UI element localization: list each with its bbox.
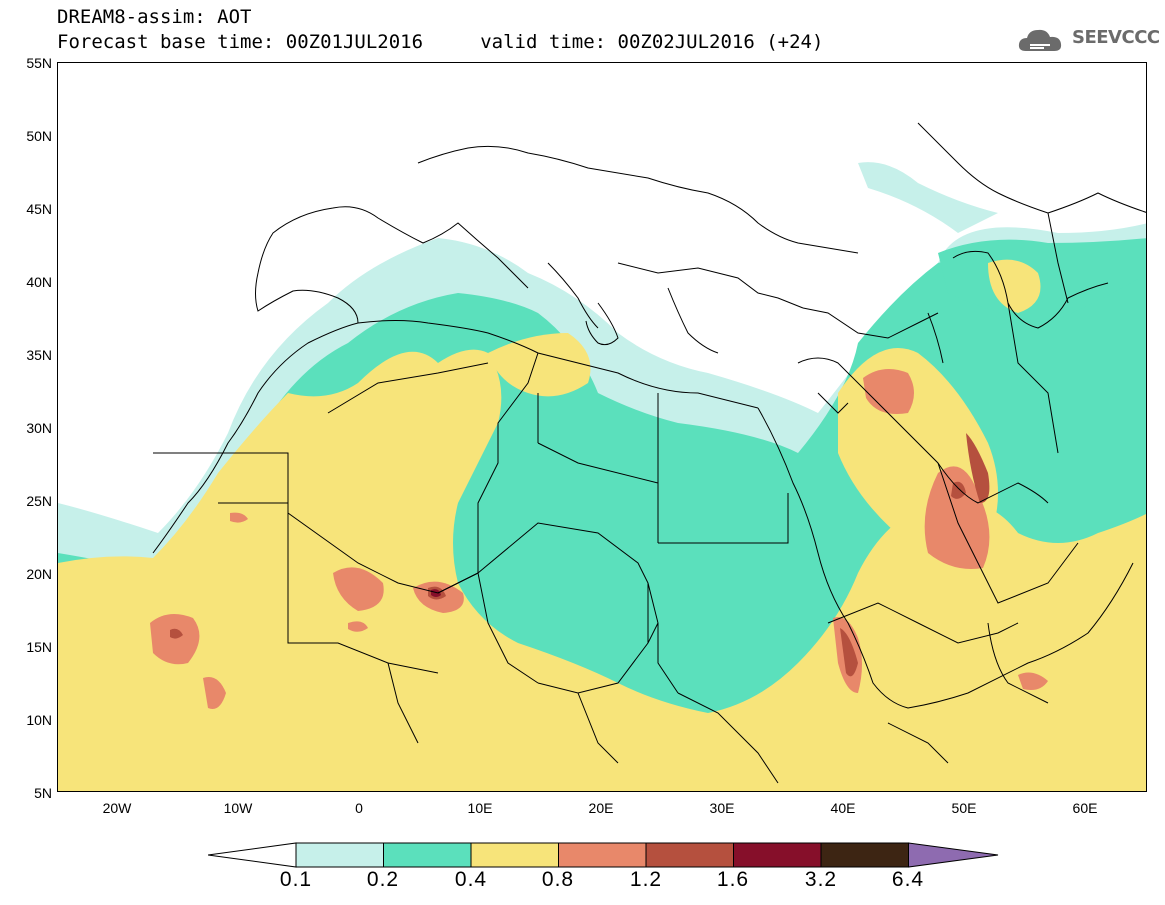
lon-tick-label: 20W bbox=[102, 800, 132, 816]
colorbar-swatch bbox=[820, 842, 909, 868]
colorbar-tick-label: 0.4 bbox=[454, 868, 488, 891]
cloud-icon bbox=[1018, 29, 1062, 51]
lat-tick-label: 10N bbox=[26, 712, 52, 728]
lat-tick-label: 45N bbox=[26, 201, 52, 217]
lat-tick-label: 30N bbox=[26, 420, 52, 436]
lat-tick-label: 5N bbox=[34, 785, 52, 801]
lat-tick-label: 15N bbox=[26, 639, 52, 655]
colorbar-swatch bbox=[383, 842, 472, 868]
colorbar-tick-label: 0.2 bbox=[366, 868, 400, 891]
colorbar-swatch bbox=[470, 842, 559, 868]
aot-contour-1.6 bbox=[431, 589, 441, 597]
lon-tick-label: 10E bbox=[467, 800, 493, 816]
lon-tick-label: 0 bbox=[355, 800, 363, 816]
lat-tick-label: 40N bbox=[26, 274, 52, 290]
colorbar-tick-label: 1.2 bbox=[629, 868, 663, 891]
colorbar bbox=[208, 842, 999, 868]
colorbar-swatch bbox=[645, 842, 734, 868]
colorbar-tick-label: 1.6 bbox=[716, 868, 750, 891]
colorbar-swatch bbox=[733, 842, 822, 868]
forecast-time-line: Forecast base time: 00Z01JUL2016 valid t… bbox=[57, 31, 824, 53]
colorbar-tick-label: 0.1 bbox=[279, 868, 313, 891]
lat-tick-label: 50N bbox=[26, 128, 52, 144]
lat-tick-label: 25N bbox=[26, 493, 52, 509]
colorbar-swatch bbox=[295, 842, 384, 868]
colorbar-tick-label: 0.8 bbox=[541, 868, 575, 891]
colorbar-swatch bbox=[558, 842, 647, 868]
colorbar-tick-label: 3.2 bbox=[804, 868, 838, 891]
colorbar-over-arrow bbox=[908, 842, 999, 868]
chart-title: DREAM8-assim: AOT bbox=[57, 6, 252, 28]
colorbar-tick-label: 6.4 bbox=[891, 868, 925, 891]
colorbar-under-arrow bbox=[208, 842, 297, 868]
aot-field bbox=[58, 122, 1146, 791]
lat-tick-label: 20N bbox=[26, 566, 52, 582]
lon-tick-label: 10W bbox=[223, 800, 253, 816]
lon-tick-label: 50E bbox=[951, 800, 977, 816]
lat-tick-label: 35N bbox=[26, 347, 52, 363]
brand-name: SEEVCCC bbox=[1072, 27, 1160, 48]
lon-tick-label: 60E bbox=[1072, 800, 1098, 816]
coastlines-and-borders bbox=[152, 122, 1146, 784]
lon-tick-label: 30E bbox=[709, 800, 735, 816]
lon-tick-label: 20E bbox=[588, 800, 614, 816]
brand-logo: SEEVCCC bbox=[1016, 25, 1160, 55]
lat-tick-label: 55N bbox=[26, 55, 52, 71]
lon-tick-label: 40E bbox=[830, 800, 856, 816]
aot-map bbox=[57, 62, 1147, 792]
